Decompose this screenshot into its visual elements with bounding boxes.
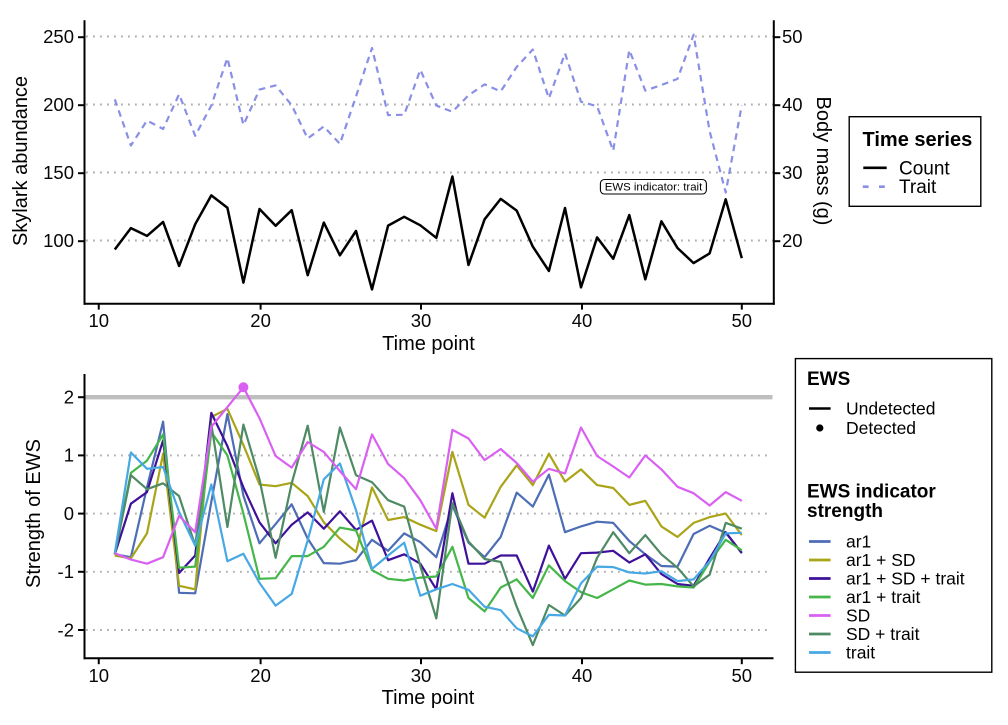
svg-text:40: 40 [782, 94, 803, 115]
svg-text:Time series: Time series [863, 129, 973, 151]
svg-text:40: 40 [572, 310, 593, 331]
svg-text:20: 20 [250, 665, 271, 686]
svg-text:1: 1 [64, 445, 74, 466]
svg-text:250: 250 [43, 26, 74, 47]
svg-text:strength: strength [807, 501, 883, 522]
svg-text:Strength of EWS: Strength of EWS [23, 439, 45, 588]
svg-text:40: 40 [572, 665, 593, 686]
svg-text:30: 30 [411, 665, 432, 686]
svg-text:10: 10 [88, 310, 109, 331]
svg-text:Time point: Time point [382, 333, 475, 355]
svg-text:-1: -1 [58, 561, 74, 582]
svg-text:30: 30 [411, 310, 432, 331]
svg-text:10: 10 [88, 665, 109, 686]
svg-text:150: 150 [43, 162, 74, 183]
svg-text:ar1 + SD + trait: ar1 + SD + trait [846, 569, 965, 589]
svg-text:200: 200 [43, 94, 74, 115]
svg-text:EWS indicator: trait: EWS indicator: trait [605, 182, 703, 194]
svg-text:Time point: Time point [382, 687, 475, 709]
svg-text:SD: SD [846, 606, 870, 626]
svg-text:50: 50 [732, 665, 753, 686]
svg-text:Skylark abundance: Skylark abundance [10, 76, 32, 246]
svg-text:50: 50 [782, 26, 803, 47]
svg-text:Trait: Trait [899, 177, 937, 198]
svg-text:20: 20 [782, 230, 803, 251]
svg-text:2: 2 [64, 387, 74, 408]
svg-text:20: 20 [250, 310, 271, 331]
svg-text:Count: Count [899, 158, 950, 179]
svg-text:-2: -2 [58, 619, 74, 640]
svg-text:ar1 + SD: ar1 + SD [846, 550, 916, 570]
svg-text:0: 0 [64, 503, 74, 524]
svg-text:SD + trait: SD + trait [846, 624, 920, 644]
svg-text:30: 30 [782, 162, 803, 183]
svg-text:100: 100 [43, 230, 74, 251]
svg-text:Body mass (g): Body mass (g) [812, 97, 834, 226]
svg-text:Undetected: Undetected [846, 399, 936, 419]
svg-text:ar1: ar1 [846, 532, 871, 552]
svg-text:EWS: EWS [807, 369, 850, 390]
svg-text:ar1 + trait: ar1 + trait [846, 587, 921, 607]
svg-text:50: 50 [732, 310, 753, 331]
svg-text:EWS indicator: EWS indicator [807, 482, 936, 503]
svg-text:trait: trait [846, 643, 875, 663]
svg-text:Detected: Detected [846, 418, 916, 438]
